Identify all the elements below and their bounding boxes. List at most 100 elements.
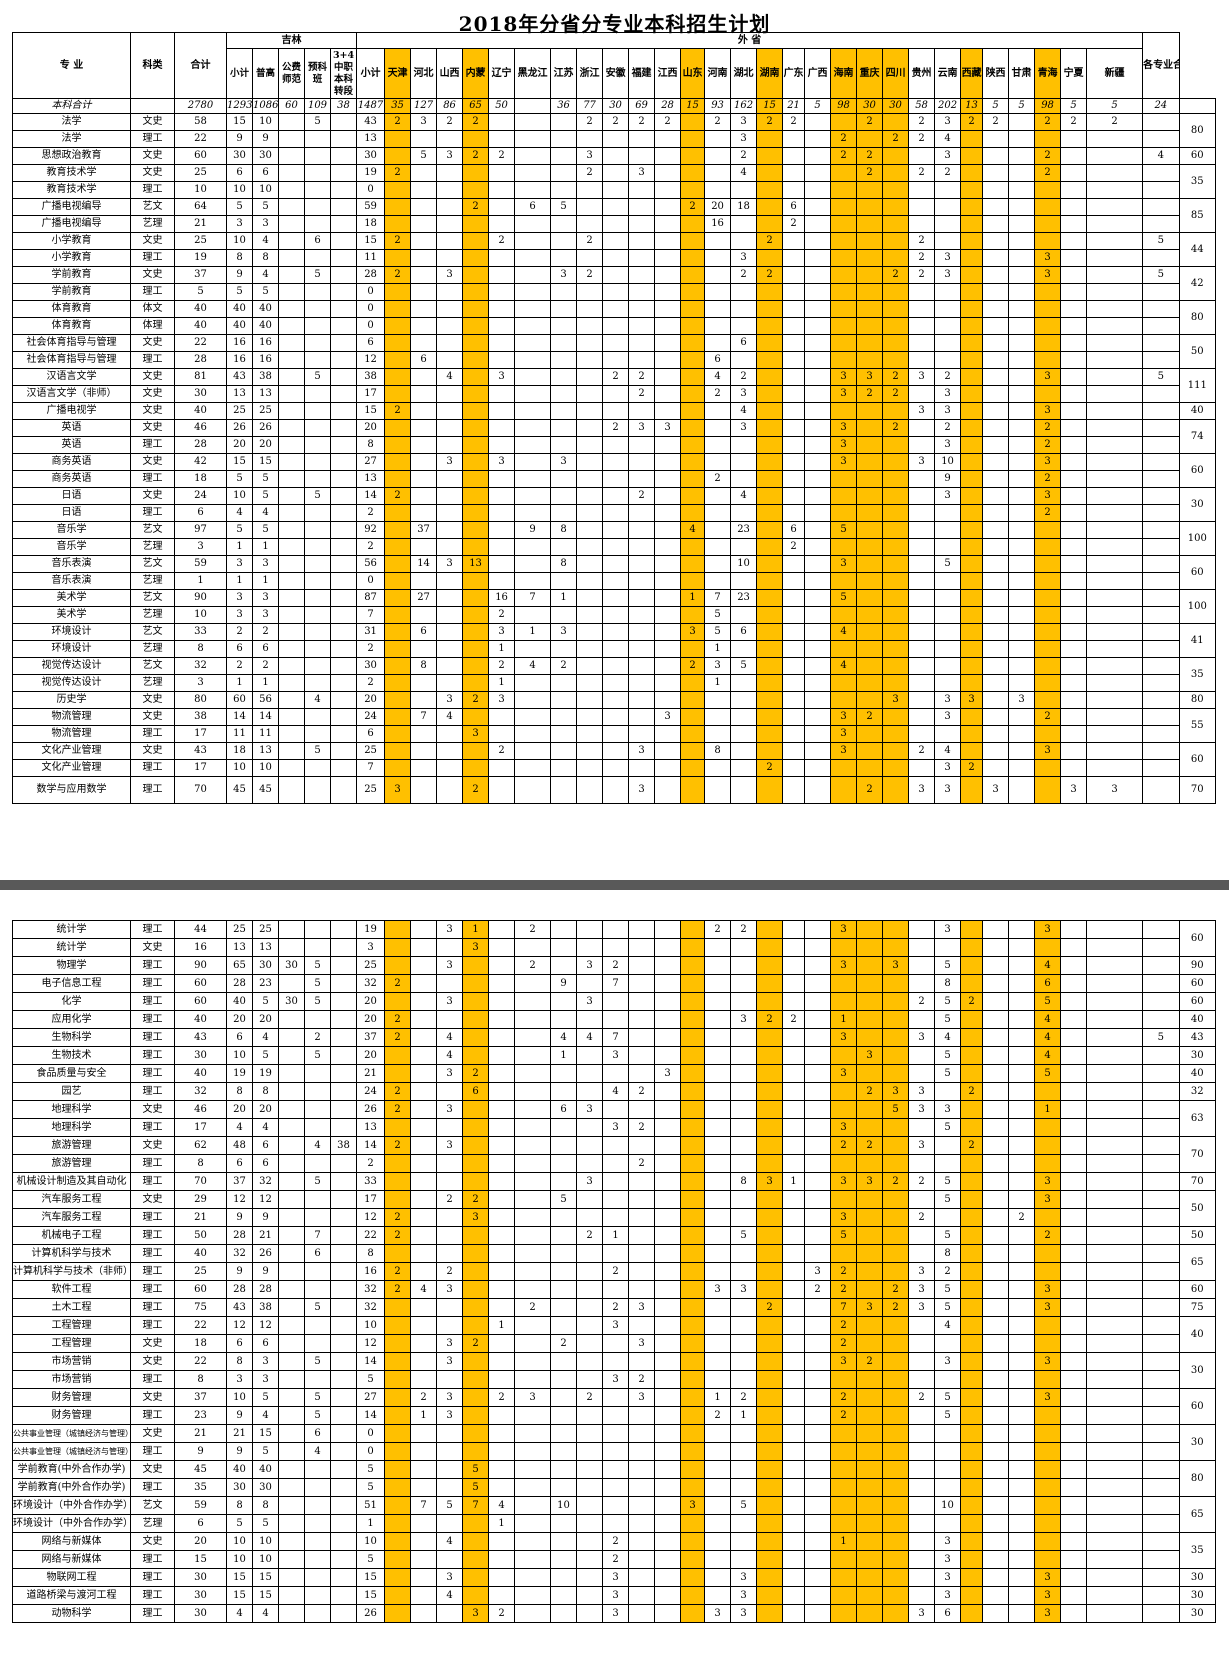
major-name: 教育技术学 [12,181,131,199]
major-category: 理工 [130,1154,175,1173]
value-cell [1142,1280,1180,1299]
header-province-col: 陕西 [982,48,1010,99]
value-cell [576,1064,603,1083]
value-cell [730,1262,757,1281]
value-cell [278,1352,305,1371]
value-cell: 50 [174,1226,227,1245]
major-category: 理工 [130,249,175,267]
value-cell [782,1226,805,1245]
value-cell [329,402,358,420]
value-cell: 1 [782,1172,805,1191]
value-cell: 6 [226,640,253,658]
value-cell [1142,623,1180,641]
table-row: 法学 理工 22 9 9 13 3 2 2 2 4 [12,130,1216,148]
value-cell [514,1064,551,1083]
value-cell: 15 [252,1424,279,1443]
value-cell [782,351,806,369]
value-cell [704,1118,731,1137]
value-cell [756,249,784,267]
value-cell [278,1442,305,1461]
value-cell: 9 [550,974,577,993]
value-cell [654,1316,681,1335]
value-cell [1060,538,1088,556]
value-cell [908,1550,935,1569]
value-cell [960,1208,983,1227]
value-cell: 7 [830,1298,857,1317]
value-cell: 70 [174,1172,227,1191]
value-cell [462,1244,489,1263]
table-row: 日语 理工 6 4 4 2 2 [12,504,1216,522]
value-cell [410,1082,437,1101]
value-cell: 22 [174,334,227,352]
value-cell [602,1496,629,1515]
value-cell [436,232,464,250]
value-cell [514,300,552,318]
value-cell [1086,538,1144,556]
value-cell [462,538,490,556]
value-cell: 30 [226,147,253,165]
value-cell [602,538,630,556]
value-cell [680,1388,705,1407]
value-cell [830,572,858,590]
value-cell [934,938,961,957]
value-cell [1008,147,1036,165]
value-cell: 60 [174,974,227,993]
value-cell [1060,938,1087,957]
value-cell [882,487,910,505]
value-cell [436,1604,463,1623]
value-cell [304,1334,331,1353]
table-row: 应用化学 理工 40 20 20 20 2 3 2 2 1 5 4 40 [12,1010,1216,1029]
value-cell [1060,691,1088,709]
value-cell [514,674,552,692]
value-cell [330,1352,357,1371]
value-cell [576,1532,603,1551]
value-cell [782,725,806,743]
major-total-cell: 65 [1178,1496,1216,1533]
value-cell [576,470,604,488]
value-cell [384,317,412,335]
value-cell [960,402,984,420]
value-cell [462,956,489,975]
value-cell [1142,164,1180,182]
value-cell: 40 [174,300,227,318]
value-cell [514,1550,551,1569]
value-cell [278,470,305,488]
value-cell [730,1298,757,1317]
major-category: 文史 [130,708,175,726]
value-cell [882,453,910,471]
value-cell [1142,113,1180,131]
value-cell [680,1100,705,1119]
value-cell [982,1100,1009,1119]
table-row: 日语 文史 24 10 5 5 14 2 2 4 3 3 30 [12,487,1217,522]
value-cell [782,266,806,284]
value-cell: 3 [830,956,857,975]
value-cell [410,1604,437,1623]
value-cell [782,1082,805,1101]
major-category [130,98,175,114]
value-cell [514,487,552,505]
value-cell [550,1478,577,1497]
value-cell [982,1352,1009,1371]
value-cell [384,1496,411,1515]
value-cell [384,181,412,199]
value-cell [882,992,909,1011]
value-cell [654,776,682,804]
value-cell: 6 [462,1082,489,1101]
value-cell: 28 [654,98,682,114]
value-cell [278,130,305,148]
value-cell [882,1208,909,1227]
value-cell: 2 [934,1262,961,1281]
value-cell [628,1406,655,1425]
value-cell [960,1460,983,1479]
value-cell: 23 [252,974,279,993]
value-cell: 1086 [252,98,279,114]
value-cell [756,1028,783,1047]
value-cell [550,215,578,233]
value-cell: 3 [830,1064,857,1083]
value-cell [830,1586,857,1605]
major-name: 音乐学 [12,538,131,556]
value-cell [654,1568,681,1587]
value-cell [1060,1496,1087,1515]
value-cell: 40 [226,1460,253,1479]
value-cell [1060,1352,1087,1371]
